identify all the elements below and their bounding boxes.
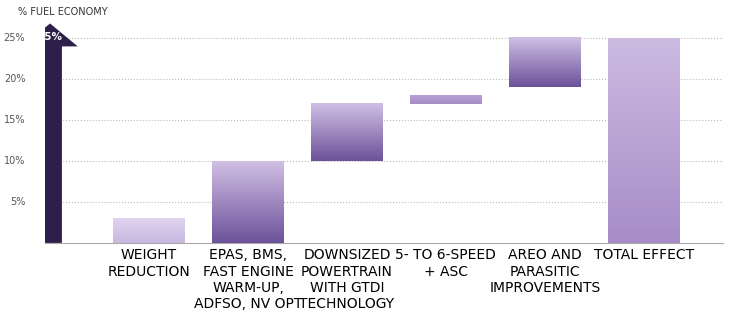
Text: 5%: 5% [10,197,26,207]
Text: 15%: 15% [4,115,26,125]
Text: 20%: 20% [4,74,26,84]
Text: 25%: 25% [4,33,26,43]
Text: 10%: 10% [4,156,26,166]
Text: 25%: 25% [37,31,63,42]
Text: % FUEL ECONOMY: % FUEL ECONOMY [18,7,107,17]
Polygon shape [23,24,78,243]
